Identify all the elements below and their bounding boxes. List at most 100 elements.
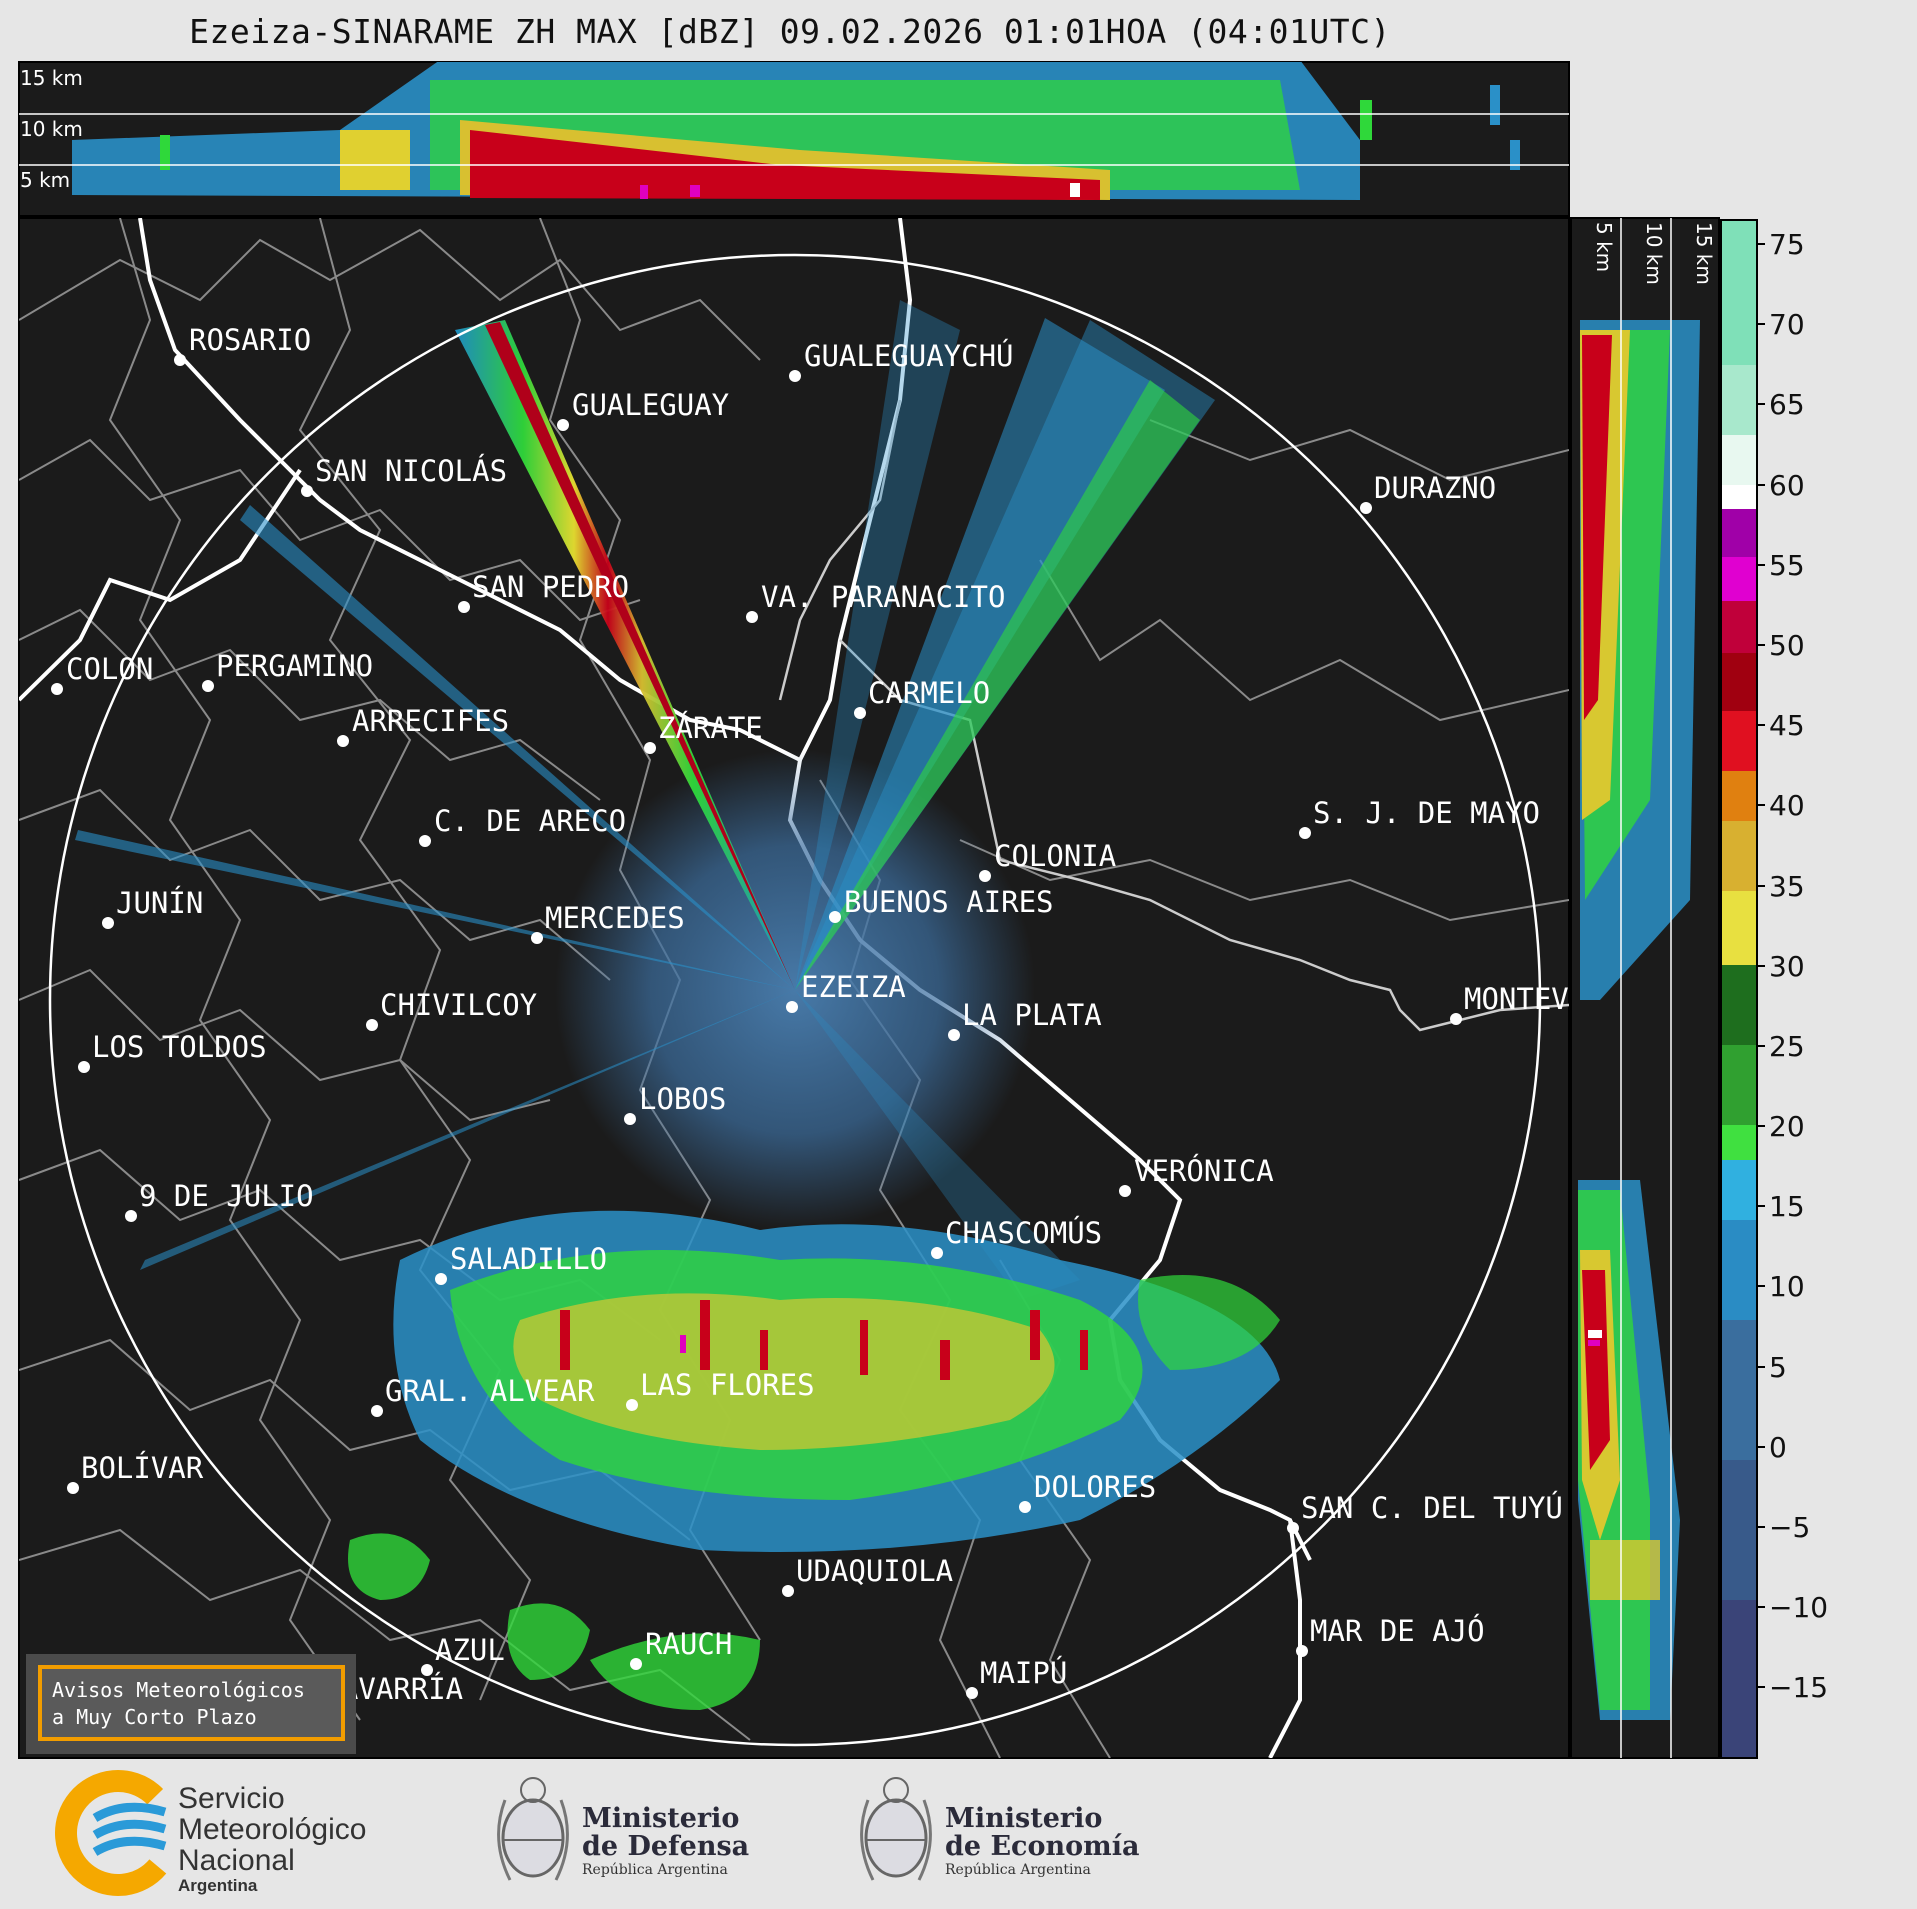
colorbar-tick-label: −5: [1769, 1511, 1810, 1544]
city-label: SAN PEDRO: [472, 570, 629, 604]
city-label: MAIPÚ: [980, 1656, 1067, 1690]
city-dot-9-de-julio: [125, 1210, 137, 1222]
city-label: VERÓNICA: [1134, 1154, 1274, 1188]
colorbar-tick-label: 60: [1769, 469, 1805, 502]
colorbar-tick-label: 10: [1769, 1270, 1805, 1303]
city-dot-san-c-del-tuyu: [1287, 1522, 1299, 1534]
economia-logo-text: Ministerio de Economía República Argenti…: [945, 1805, 1139, 1879]
city-label: ZÁRATE: [658, 711, 763, 745]
city-dot-buenos-aires: [829, 911, 841, 923]
city-dot-saladillo: [435, 1273, 447, 1285]
economia-coat-of-arms-icon: [862, 1778, 931, 1880]
city-dot-san-pedro: [458, 601, 470, 613]
colorbar-tick-label: 45: [1769, 709, 1805, 742]
city-label: BOLÍVAR: [81, 1451, 204, 1485]
city-label: VA. PARANACITO: [761, 580, 1005, 614]
side-cross-section-panel: 5 km 10 km 15 km: [1571, 218, 1719, 1758]
city-label: GRAL. ALVEAR: [385, 1374, 595, 1408]
city-label: COLON: [66, 652, 153, 686]
city-dot-udaquiola: [782, 1585, 794, 1597]
colorbar-tick-labels: 75 70 65 60 55 50 45 40 35 30 25 20 15 1…: [1769, 228, 1828, 1704]
city-dot-rosario: [174, 354, 186, 366]
colorbar-tick-label: 25: [1769, 1030, 1805, 1063]
defensa-line-1: Ministerio: [582, 1805, 749, 1833]
colorbar-tick-label: 15: [1769, 1190, 1805, 1223]
city-dot-sj-de-mayo: [1299, 827, 1311, 839]
city-label: LOS TOLDOS: [92, 1030, 267, 1064]
city-dot-c-de-areco: [419, 835, 431, 847]
city-label: COLONIA: [994, 839, 1116, 873]
alert-line-2: a Muy Corto Plazo: [52, 1704, 341, 1731]
colorbar-tick-label: 55: [1769, 549, 1805, 582]
city-dot-arrecifes: [337, 735, 349, 747]
colorbar-tick-label: 40: [1769, 789, 1805, 822]
city-label: SAN C. DEL TUYÚ: [1301, 1491, 1563, 1525]
city-dot-gualeguaychu: [789, 370, 801, 382]
city-dot-rauch: [630, 1658, 642, 1670]
colorbar-tick-label: −10: [1769, 1591, 1828, 1624]
top-height-label-15: 15 km: [20, 66, 83, 90]
city-dot-mercedes: [531, 932, 543, 944]
city-dot-veronica: [1119, 1185, 1131, 1197]
city-dot-mar-de-ajo: [1296, 1645, 1308, 1657]
smn-line-3: Nacional: [178, 1845, 366, 1876]
city-dot-maipu: [966, 1687, 978, 1699]
map-panel: ROSARIO GUALEGUAYCHÚ GUALEGUAY SAN NICOL…: [19, 218, 1639, 1758]
side-height-label-15: 15 km: [1692, 222, 1716, 285]
colorbar-tick-label: 70: [1769, 308, 1805, 341]
city-label: RAUCH: [645, 1627, 732, 1661]
alert-line-1: Avisos Meteorológicos: [52, 1677, 341, 1704]
city-label: SAN NICOLÁS: [315, 454, 507, 488]
city-dot-junin: [102, 917, 114, 929]
smn-line-1: Servicio: [178, 1783, 366, 1814]
top-height-label-5: 5 km: [20, 168, 70, 192]
colorbar-tick-label: 35: [1769, 870, 1805, 903]
city-label: DURAZNO: [1374, 471, 1496, 505]
city-dot-las-flores: [626, 1399, 638, 1411]
city-dot-bolivar: [67, 1482, 79, 1494]
defensa-logo-text: Ministerio de Defensa República Argentin…: [582, 1805, 749, 1879]
city-label: CHASCOMÚS: [945, 1216, 1102, 1250]
colorbar-tick-label: 65: [1769, 388, 1805, 421]
city-label: C. DE ARECO: [434, 804, 626, 838]
colorbar: 75 70 65 60 55 50 45 40 35 30 25 20 15 1…: [1721, 220, 1828, 1758]
alert-box-link[interactable]: Avisos Meteorológicos a Muy Corto Plazo: [38, 1665, 345, 1741]
colorbar-tick-label: 30: [1769, 950, 1805, 983]
city-label: ARRECIFES: [352, 704, 509, 738]
city-dot-los-toldos: [78, 1061, 90, 1073]
colorbar-tick-label: 0: [1769, 1431, 1787, 1464]
defensa-coat-of-arms-icon: [499, 1778, 568, 1880]
city-dot-pergamino: [202, 680, 214, 692]
top-height-label-10: 10 km: [20, 117, 83, 141]
economia-sub: República Argentina: [945, 1861, 1139, 1879]
city-dot-zarate: [644, 742, 656, 754]
city-dot-la-plata: [948, 1029, 960, 1041]
colorbar-tick-label: 20: [1769, 1110, 1805, 1143]
city-label: ROSARIO: [189, 323, 311, 357]
city-dot-ezeiza: [786, 1001, 798, 1013]
city-label: JUNÍN: [116, 886, 203, 920]
colorbar-ticks: [1757, 244, 1765, 1687]
smn-logo-icon: [45, 1760, 192, 1907]
city-label: LOBOS: [639, 1082, 726, 1116]
city-label: LA PLATA: [962, 998, 1102, 1032]
city-label: 9 DE JULIO: [139, 1179, 314, 1213]
city-dot-gualeguay: [557, 419, 569, 431]
colorbar-tick-label: 5: [1769, 1351, 1787, 1384]
smn-line-2: Meteorológico: [178, 1814, 366, 1845]
defensa-line-2: de Defensa: [582, 1833, 749, 1861]
side-height-label-5: 5 km: [1592, 222, 1616, 272]
city-dot-carmelo: [854, 707, 866, 719]
city-label: S. J. DE MAYO: [1313, 796, 1540, 830]
city-label: PERGAMINO: [216, 649, 373, 683]
colorbar-tick-label: 75: [1769, 228, 1805, 261]
economia-line-1: Ministerio: [945, 1805, 1139, 1833]
city-dot-chascomus: [931, 1247, 943, 1259]
city-dot-chivilcoy: [366, 1019, 378, 1031]
city-dot-montevideo: [1450, 1013, 1462, 1025]
city-dot-dolores: [1019, 1501, 1031, 1513]
city-label: MAR DE AJÓ: [1310, 1614, 1485, 1648]
side-height-label-10: 10 km: [1642, 222, 1666, 285]
city-label: LAS FLORES: [640, 1368, 815, 1402]
